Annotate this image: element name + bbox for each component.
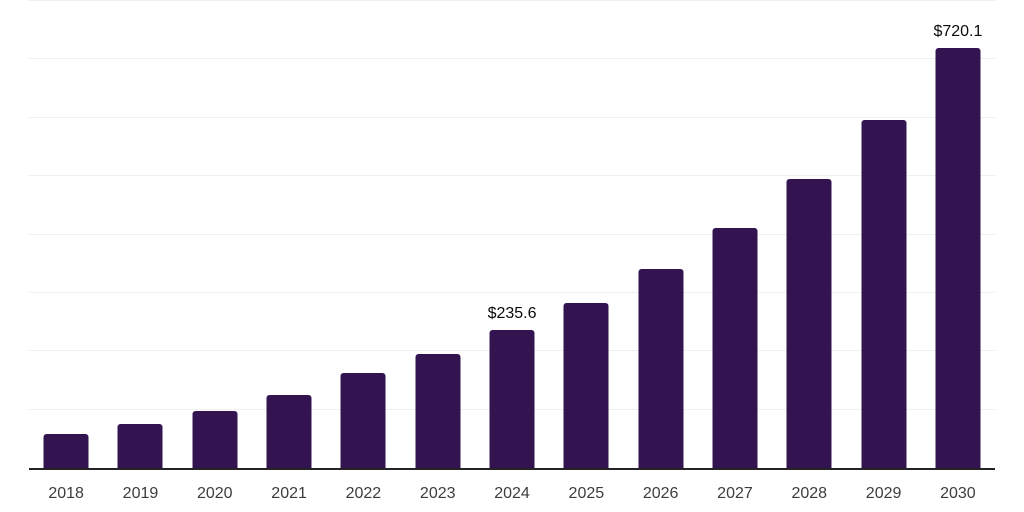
bar-band — [549, 1, 623, 468]
gridline — [29, 58, 995, 60]
x-tick-label: 2027 — [717, 485, 753, 502]
x-tick-label: 2020 — [196, 485, 233, 502]
gridline — [29, 0, 995, 1]
bars-container: $235.6 $720.1 — [29, 1, 995, 468]
x-tick-label: 2019 — [122, 485, 159, 502]
bar-band — [326, 1, 400, 468]
bar-2028 — [786, 179, 832, 468]
bar-band — [252, 1, 326, 468]
x-tick-label: 2026 — [642, 485, 679, 502]
gridline — [29, 116, 995, 118]
bar-2022 — [340, 373, 386, 468]
bar-2023 — [415, 353, 461, 468]
x-tick-label: 2028 — [791, 485, 828, 502]
bar-band — [29, 1, 103, 468]
bar-band: $235.6 — [475, 1, 549, 468]
x-tick-label: 2022 — [345, 485, 382, 502]
x-axis-labels: 2018 2019 2020 2021 2022 2023 2024 2025 2026 2027… — [29, 472, 995, 503]
bar-value-label: $235.6 — [487, 305, 537, 323]
x-tick-label: 2021 — [271, 485, 307, 502]
plot-area: $235.6 $720.1 — [29, 0, 995, 470]
bar-band — [401, 1, 475, 468]
bar-2018 — [43, 434, 89, 468]
bar-value-label: $720.1 — [933, 22, 983, 40]
bar-band — [846, 1, 920, 468]
x-tick-label: 2029 — [865, 485, 902, 502]
bar-band — [103, 1, 177, 468]
bar-2024 — [489, 330, 535, 468]
gridline — [29, 175, 995, 177]
x-tick-label: 2018 — [48, 485, 84, 502]
bar-band — [178, 1, 252, 468]
bar-2019 — [117, 424, 163, 468]
bar-band — [698, 1, 772, 468]
gridline — [29, 291, 995, 293]
x-tick-label: 2024 — [494, 485, 530, 502]
bar-2021 — [266, 395, 312, 468]
bar-2030 — [935, 47, 981, 468]
x-tick-label: 2030 — [940, 485, 976, 502]
x-tick-label: 2025 — [568, 485, 605, 502]
bar-2027 — [712, 228, 758, 468]
bar-2025 — [563, 302, 609, 468]
bar-band — [772, 1, 846, 468]
bar-2029 — [861, 119, 907, 468]
gridline — [29, 233, 995, 235]
bar-2026 — [638, 268, 684, 468]
bar-2020 — [192, 411, 238, 468]
x-tick-label: 2023 — [419, 485, 456, 502]
bar-band — [624, 1, 698, 468]
bar-band: $720.1 — [921, 1, 995, 468]
